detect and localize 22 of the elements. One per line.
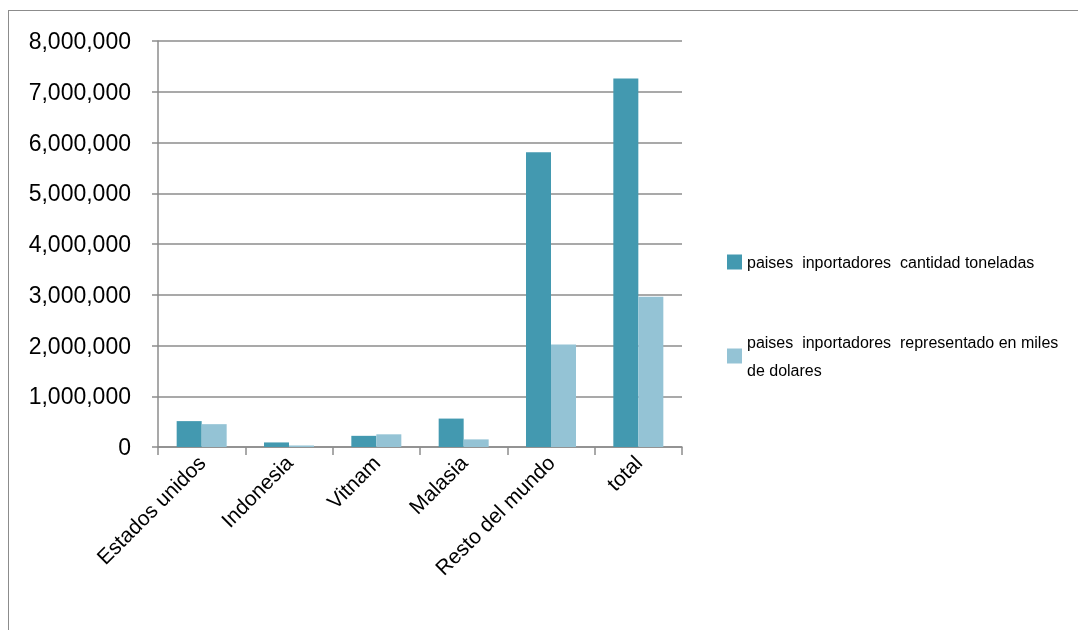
bar [176, 421, 202, 447]
bar [264, 442, 289, 447]
bar [201, 424, 227, 447]
bar [551, 344, 576, 447]
legend-label: paises inportadores cantidad toneladas [747, 253, 1035, 271]
bar [376, 434, 402, 447]
bar [351, 435, 377, 447]
y-tick-label: 2,000,000 [28, 332, 131, 359]
y-tick-label: 7,000,000 [28, 78, 131, 105]
y-tick-label: 4,000,000 [28, 231, 131, 257]
bar [613, 78, 639, 447]
y-tick-label: 0 [118, 434, 131, 460]
y-tick-label: 8,000,000 [28, 28, 131, 54]
legend-label: paises inportadores representado en miles de dolares [747, 333, 1063, 379]
y-tick-label: 6,000,000 [28, 129, 131, 156]
bar [638, 296, 664, 447]
y-tick-label: 5,000,000 [28, 180, 131, 207]
y-tick-label: 3,000,000 [28, 281, 131, 308]
y-tick-label: 1,000,000 [28, 383, 131, 410]
bar [438, 418, 464, 447]
bar [463, 439, 489, 447]
bar [526, 152, 551, 447]
